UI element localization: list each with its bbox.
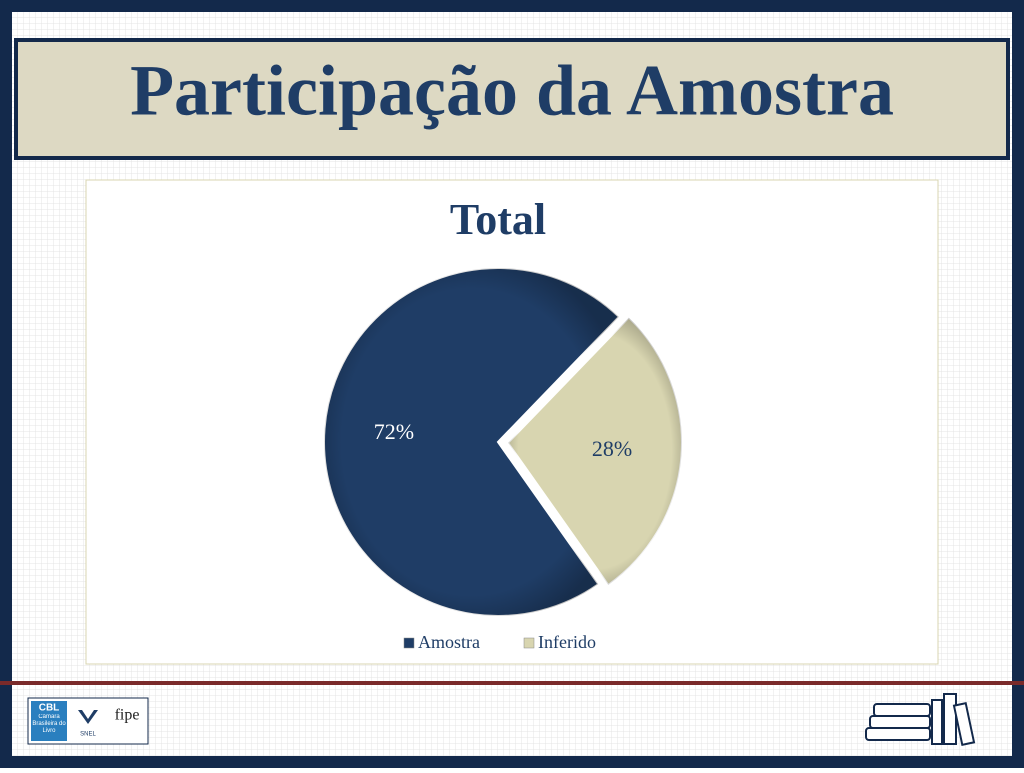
- logo-text: SNEL: [80, 732, 96, 738]
- legend-label: Inferido: [538, 632, 596, 652]
- legend-label: Amostra: [418, 632, 480, 652]
- data-label: 28%: [592, 436, 632, 461]
- slide-title: Participação da Amostra: [130, 51, 894, 131]
- slice-shade: [507, 317, 682, 585]
- chart-title: Total: [450, 195, 546, 244]
- logo-caption: Câmara Brasileira do Livro: [32, 714, 66, 734]
- pie: 72% 28%: [323, 267, 683, 617]
- slice-shade: [324, 268, 619, 616]
- data-label: 72%: [374, 419, 414, 444]
- title-band: [18, 42, 1006, 156]
- logo-text: CBL: [39, 703, 60, 714]
- legend-swatch: [523, 637, 535, 649]
- logo-cbl: [31, 701, 67, 741]
- books-icon: [865, 693, 976, 746]
- legend: Amostra Inferido: [403, 632, 596, 652]
- footer-rule: [0, 681, 1024, 685]
- legend-swatch: [403, 637, 415, 649]
- logo-text: fipe: [115, 707, 140, 724]
- logo-snel-icon: [78, 710, 98, 724]
- logo-text: Câmara Brasileira do Livro: [32, 714, 66, 734]
